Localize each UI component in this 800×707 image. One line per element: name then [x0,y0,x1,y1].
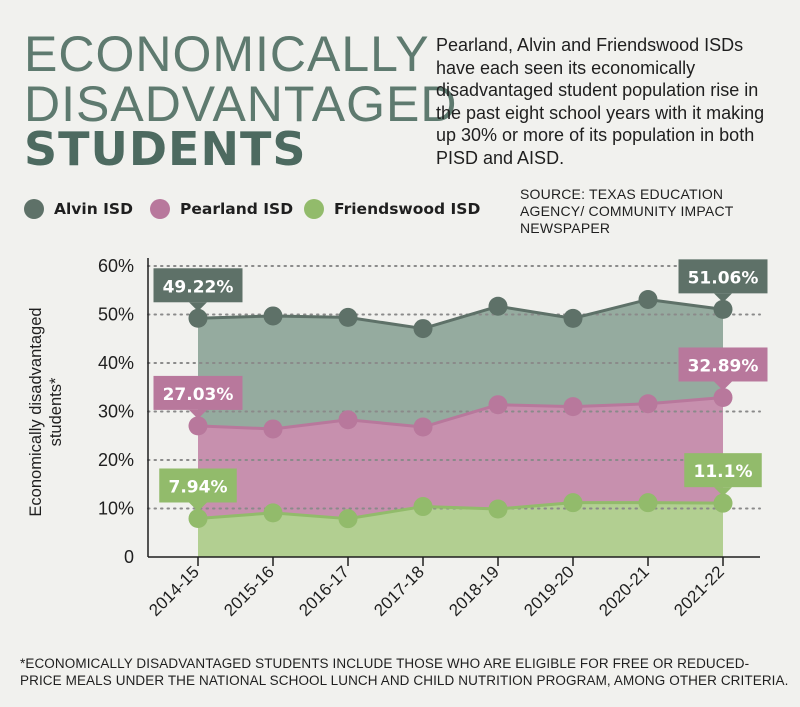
title-line-2: DISADVANTAGED [24,76,458,132]
data-point-1-4 [488,395,508,415]
x-tick-label-7: 2021-22 [670,562,728,620]
data-point-0-1 [263,306,283,326]
callout-pointer-1 [714,293,732,303]
callout-label-4: 7.94% [169,477,228,497]
data-point-1-2 [338,410,358,430]
callout-pointer-5 [714,487,732,497]
callout-1: 51.06% [678,259,768,303]
data-point-2-3 [413,497,433,517]
data-point-2-1 [263,503,283,523]
data-point-2-4 [488,499,508,519]
legend-label-pearland: Pearland ISD [180,200,294,218]
y-tick-label-4: 40% [98,353,134,373]
callout-label-2: 27.03% [163,385,234,405]
legend-label-alvin: Alvin ISD [54,200,133,218]
y-tick-label-6: 60% [98,256,134,276]
area-2 [198,502,723,557]
data-point-2-0 [188,508,208,528]
footnote: *ECONOMICALLY DISADVANTAGED STUDENTS INC… [20,656,789,688]
callout-label-1: 51.06% [688,268,759,288]
callout-pointer-2 [189,409,207,419]
callout-box-0 [153,268,243,303]
legend-marker-friendswood [304,199,324,219]
data-point-2-5 [563,493,583,513]
data-point-1-6 [638,394,658,414]
x-tick-label-5: 2019-20 [520,562,578,620]
data-point-0-0 [188,308,208,328]
callout-box-1 [678,259,768,294]
callout-4: 7.94% [159,468,237,512]
callout-3: 32.89% [678,347,768,391]
legend-item-pearland: Pearland ISD [150,199,293,219]
data-point-1-7 [713,387,733,407]
legend-marker-pearland [150,199,170,219]
x-tick-label-2: 2016-17 [295,562,353,620]
callout-box-5 [684,453,762,488]
data-point-2-2 [338,509,358,529]
data-point-0-5 [563,308,583,328]
callout-pointer-4 [189,502,207,512]
data-point-0-6 [638,289,658,309]
x-tick-label-0: 2014-15 [145,562,203,620]
callout-0: 49.22% [153,268,243,312]
callout-box-4 [159,468,237,503]
x-tick-label-1: 2015-16 [220,562,278,620]
data-point-0-4 [488,296,508,316]
legend-item-alvin: Alvin ISD [24,199,133,219]
description: Pearland, Alvin and Friendswood ISDs hav… [436,35,765,168]
data-point-1-1 [263,419,283,439]
y-tick-label-3: 30% [98,402,134,422]
series-line-0 [197,297,724,331]
y-tick-label-2: 20% [98,450,134,470]
title-line-3: STUDENTS [24,122,307,176]
data-point-0-7 [713,299,733,319]
legend-marker-alvin [24,199,44,219]
data-point-2-7 [713,493,733,513]
y-tick-label-5: 50% [98,305,134,325]
x-tick-label-3: 2017-18 [370,562,428,620]
series-line-1 [197,395,724,431]
data-point-0-2 [338,307,358,327]
callout-pointer-3 [714,381,732,391]
callout-pointer-0 [189,302,207,312]
data-point-1-3 [413,417,433,437]
y-tick-label-1: 10% [98,499,134,519]
title-line-1: ECONOMICALLY [24,26,430,82]
callout-label-3: 32.89% [688,356,759,376]
data-point-1-0 [188,416,208,436]
callout-2: 27.03% [153,375,243,419]
legend-item-friendswood: Friendswood ISD [304,199,480,219]
data-point-1-5 [563,397,583,417]
x-tick-label-4: 2018-19 [445,562,503,620]
callout-box-2 [153,375,243,410]
callout-label-0: 49.22% [163,277,234,297]
callout-box-3 [678,347,768,382]
source-note: SOURCE: TEXAS EDUCATION AGENCY/ COMMUNIT… [520,186,734,236]
y-tick-label-0: 0 [124,547,134,567]
data-point-2-6 [638,493,658,513]
x-tick-label-6: 2020-21 [595,562,653,620]
data-point-0-3 [413,319,433,339]
legend-label-friendswood: Friendswood ISD [334,200,481,218]
series-line-2 [197,501,724,521]
callout-label-5: 11.1% [694,462,753,482]
callout-5: 11.1% [684,453,762,497]
